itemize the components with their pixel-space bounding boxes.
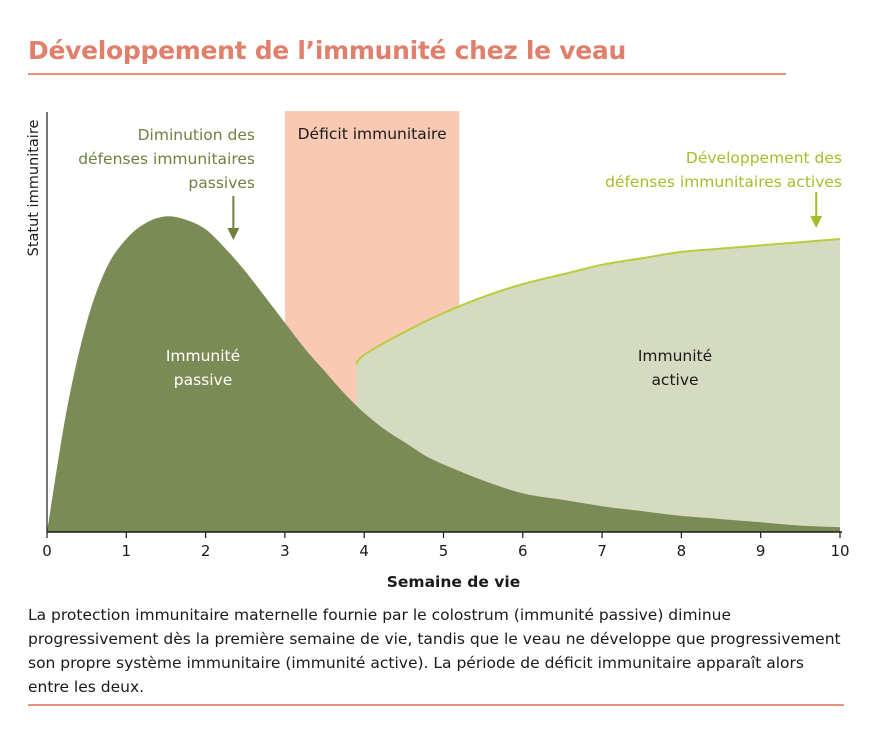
x-tick-label: 0 — [42, 542, 52, 560]
passive-decline-annotation-line: Diminution des — [138, 126, 255, 144]
active-development-annotation-line: Développement des — [686, 149, 842, 167]
passive-area-label: Immunité passive — [166, 347, 240, 389]
passive-decline-annotation-line: défenses immunitaires — [78, 150, 255, 168]
caption-divider — [28, 704, 844, 706]
area-layer — [47, 216, 841, 533]
active-annotation-arrowhead — [810, 216, 823, 228]
passive-area-label-line: Immunité — [166, 347, 240, 365]
axes-layer — [46, 112, 842, 538]
passive-annotation-arrowhead — [227, 228, 240, 240]
passive-area-label-line: passive — [174, 371, 233, 389]
x-tick-label: 2 — [201, 542, 211, 560]
active-area-label-line: active — [651, 371, 698, 389]
figure-caption: La protection immunitaire maternelle fou… — [28, 606, 841, 696]
x-tick-label: 6 — [518, 542, 528, 560]
x-tick-label: 5 — [439, 542, 449, 560]
active-development-annotation: Développement des défenses immunitaires a… — [605, 149, 842, 191]
y-axis-title: Statut immunitaire — [26, 120, 42, 257]
active-area-label-line: Immunité — [638, 347, 712, 365]
x-tick-label: 7 — [597, 542, 607, 560]
page-title: Développement de l’immunité chez le veau — [28, 36, 626, 65]
passive-decline-annotation: Diminution des défenses immunitaires passi… — [78, 126, 255, 192]
immunity-chart: Déficit immunitaire 0 1 2 3 4 5 6 7 8 9 10 Semaine d… — [26, 111, 850, 591]
x-tick-label: 3 — [280, 542, 290, 560]
x-tick-label: 9 — [756, 542, 766, 560]
active-immunity-line — [355, 238, 841, 366]
active-immunity-area — [356, 239, 840, 532]
active-development-annotation-line: défenses immunitaires actives — [605, 173, 842, 191]
title-divider — [28, 73, 786, 75]
x-tick-label: 1 — [122, 542, 132, 560]
deficit-band-label: Déficit immunitaire — [298, 125, 447, 143]
active-area-label: Immunité active — [638, 347, 712, 389]
x-tick-label: 8 — [677, 542, 687, 560]
x-tick-label: 10 — [830, 542, 849, 560]
x-axis-title: Semaine de vie — [387, 573, 520, 591]
passive-decline-annotation-line: passives — [188, 174, 255, 192]
x-tick-label: 4 — [359, 542, 369, 560]
text-layer: Déficit immunitaire 0 1 2 3 4 5 6 7 8 9 10 Semaine d… — [26, 120, 850, 591]
passive-immunity-area — [47, 216, 840, 533]
